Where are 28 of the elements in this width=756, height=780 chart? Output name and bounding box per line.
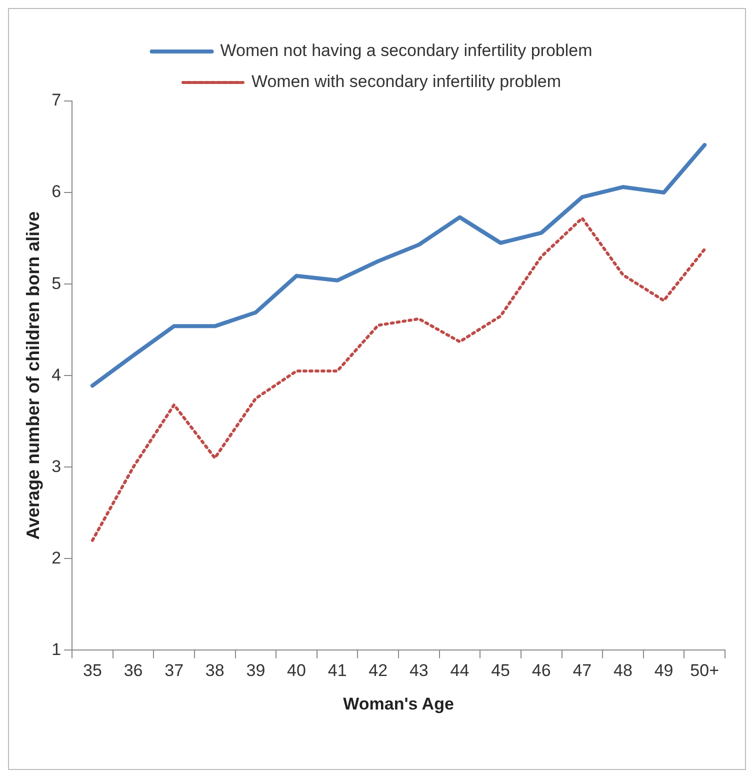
x-tick-label: 43 [409, 661, 428, 680]
x-tick-label: 40 [287, 661, 306, 680]
y-tick-label: 6 [52, 182, 62, 202]
x-tick-label: 39 [246, 661, 266, 680]
y-tick-label: 4 [52, 365, 62, 384]
x-tick-label: 42 [368, 661, 388, 680]
x-tick-label: 45 [491, 661, 510, 680]
x-tick-label: 36 [124, 661, 143, 680]
x-tick-label: 47 [572, 661, 592, 680]
x-tick-label: 37 [164, 661, 184, 680]
x-tick-label: 48 [614, 661, 632, 680]
line-series [90, 216, 706, 542]
x-tick-label: 38 [205, 661, 224, 680]
x-tick-label: 49 [654, 661, 674, 680]
y-tick-label: 2 [52, 548, 62, 568]
legend-label: Women not having a secondary infertility problem [220, 41, 592, 60]
y-tick-label: 3 [52, 456, 62, 476]
y-axis-title: Average number of children born alive [22, 211, 43, 540]
x-axis-title: Woman's Age [343, 694, 454, 714]
x-tick-label: 46 [532, 661, 551, 680]
x-tick-label: 35 [83, 661, 102, 680]
y-tick-label: 7 [52, 90, 62, 110]
y-tick-label: 1 [52, 640, 62, 659]
x-tick-label: 41 [328, 661, 347, 680]
y-tick-label: 5 [52, 274, 62, 293]
legend-label: Women with secondary infertility problem [251, 72, 562, 92]
x-tick-label: 50+ [690, 661, 720, 680]
x-tick-label: 44 [450, 661, 470, 680]
